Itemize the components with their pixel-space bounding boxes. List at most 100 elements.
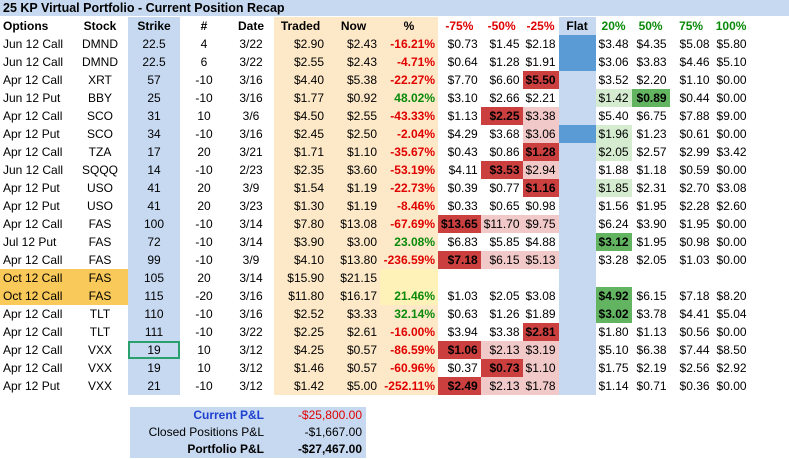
cell-flat[interactable]	[558, 35, 596, 53]
cell-m75[interactable]: $7.70	[447, 73, 478, 87]
cell-m50[interactable]: $0.65	[489, 199, 520, 213]
cell-strike[interactable]: 21	[128, 377, 180, 395]
cell-num[interactable]: 20	[197, 145, 211, 159]
cell-now[interactable]: $2.50	[327, 125, 380, 143]
cell-date[interactable]: 3/6	[242, 109, 260, 123]
cell-now[interactable]: $1.10	[327, 143, 380, 161]
cell-p100[interactable]: $2.92	[716, 361, 747, 375]
cell-p75[interactable]: $2.99	[679, 145, 710, 159]
cell-options[interactable]: Apr 12 Put	[3, 199, 60, 213]
cell-m50[interactable]: $2.66	[489, 91, 520, 105]
col-header-date[interactable]: Date	[237, 19, 264, 33]
cell-pct[interactable]: 48.02%	[380, 89, 438, 107]
cell-p20[interactable]: $6.24	[598, 217, 629, 231]
cell-traded[interactable]: $1.54	[274, 179, 327, 197]
cell-m50[interactable]	[481, 269, 523, 287]
cell-m75[interactable]: $13.65	[438, 215, 481, 233]
cell-p20[interactable]: $1.80	[598, 325, 629, 339]
cell-m50[interactable]: $2.05	[489, 289, 520, 303]
cell-p50[interactable]: $2.05	[636, 253, 667, 267]
cell-p100[interactable]: $5.04	[716, 307, 747, 321]
cell-m25[interactable]: $1.89	[525, 307, 556, 321]
cell-p50[interactable]: $6.15	[636, 289, 667, 303]
cell-m25[interactable]: $2.21	[525, 91, 556, 105]
cell-p100[interactable]	[713, 269, 750, 287]
col-header-strike[interactable]: Strike	[128, 17, 180, 35]
cell-now[interactable]: $13.80	[327, 251, 380, 269]
cell-m50[interactable]: $2.13	[480, 341, 523, 359]
cell-date[interactable]: 3/14	[239, 235, 263, 249]
cell-p100[interactable]: $0.00	[716, 235, 747, 249]
cell-traded[interactable]: $4.10	[274, 251, 327, 269]
cell-p50[interactable]	[632, 269, 670, 287]
cell-strike[interactable]: 17	[128, 143, 180, 161]
cell-flat[interactable]	[558, 107, 596, 125]
cell-now[interactable]: $2.43	[327, 53, 380, 71]
cell-p75[interactable]: $0.98	[679, 235, 710, 249]
cell-stock[interactable]: TLT	[89, 325, 111, 339]
cell-m50[interactable]: $3.38	[489, 325, 520, 339]
cell-stock[interactable]: TLT	[89, 307, 111, 321]
cell-pct[interactable]: -252.11%	[380, 377, 438, 395]
cell-traded[interactable]: $4.50	[274, 107, 327, 125]
cell-m75[interactable]: $0.63	[447, 307, 478, 321]
cell-num[interactable]: 20	[197, 199, 211, 213]
cell-p75[interactable]: $1.03	[679, 253, 710, 267]
cell-num[interactable]: -10	[195, 217, 213, 231]
cell-p20[interactable]: $1.14	[598, 379, 629, 393]
cell-stock[interactable]: TZA	[88, 145, 112, 159]
col-header-plus50[interactable]: 50%	[638, 19, 663, 33]
cell-p20[interactable]: $3.12	[595, 233, 632, 251]
cell-m75[interactable]: $2.49	[438, 377, 481, 395]
cell-options[interactable]: Oct 12 Call	[0, 287, 72, 305]
cell-p20[interactable]: $1.96	[595, 125, 632, 143]
cell-p75[interactable]: $0.36	[679, 379, 710, 393]
cell-flat[interactable]	[558, 197, 596, 215]
cell-traded[interactable]: $1.42	[274, 377, 327, 395]
cell-m50[interactable]: $6.60	[489, 73, 520, 87]
cell-options[interactable]: Apr 12 Call	[3, 109, 63, 123]
cell-options[interactable]: Apr 12 Call	[3, 217, 63, 231]
cell-m25[interactable]	[523, 269, 559, 287]
cell-traded[interactable]: $2.52	[274, 305, 327, 323]
cell-m75[interactable]: $4.29	[447, 127, 478, 141]
cell-num[interactable]: -10	[195, 307, 213, 321]
cell-options[interactable]: Apr 12 Call	[3, 361, 63, 375]
cell-p20[interactable]: $1.56	[598, 199, 629, 213]
col-header-plus20[interactable]: 20%	[601, 19, 626, 33]
cell-stock[interactable]: SQQQ	[81, 163, 118, 177]
cell-num[interactable]: -10	[195, 91, 213, 105]
cell-m75[interactable]: $7.18	[438, 251, 481, 269]
cell-p75[interactable]: $1.95	[679, 217, 710, 231]
cell-traded[interactable]: $7.80	[274, 215, 327, 233]
cell-num[interactable]: -10	[195, 253, 213, 267]
cell-m25[interactable]: $9.75	[522, 215, 559, 233]
cell-p50[interactable]: $6.38	[636, 343, 667, 357]
cell-pct[interactable]: -53.19%	[380, 161, 438, 179]
cell-num[interactable]: -10	[195, 127, 213, 141]
cell-m75[interactable]: $3.94	[447, 325, 478, 339]
cell-p100[interactable]: $0.00	[716, 379, 747, 393]
cell-p50[interactable]: $2.20	[636, 73, 667, 87]
cell-num[interactable]: -10	[195, 163, 213, 177]
cell-now[interactable]: $5.38	[327, 71, 380, 89]
cell-stock[interactable]: FAS	[72, 287, 128, 305]
cell-traded[interactable]: $1.77	[274, 89, 327, 107]
col-header-options[interactable]: Options	[3, 19, 49, 33]
cell-p50[interactable]: $2.19	[636, 361, 667, 375]
cell-p100[interactable]: $0.00	[716, 163, 747, 177]
cell-now[interactable]: $21.15	[327, 269, 380, 287]
cell-p50[interactable]: $4.35	[636, 37, 667, 51]
cell-date[interactable]: 3/16	[239, 73, 263, 87]
cell-date[interactable]: 3/14	[239, 217, 263, 231]
portfolio-pl-value[interactable]: -$27,467.00	[297, 442, 362, 456]
cell-p75[interactable]: $0.59	[679, 163, 710, 177]
cell-options[interactable]: Apr 12 Call	[3, 253, 63, 267]
cell-p20[interactable]: $5.10	[598, 343, 629, 357]
cell-stock[interactable]: VXX	[87, 379, 112, 393]
cell-traded[interactable]: $15.90	[274, 269, 327, 287]
col-header-now[interactable]: Now	[327, 17, 380, 35]
cell-p50[interactable]: $6.75	[636, 109, 667, 123]
cell-strike[interactable]: 22.5	[128, 53, 180, 71]
cell-now[interactable]: $16.17	[327, 287, 380, 305]
